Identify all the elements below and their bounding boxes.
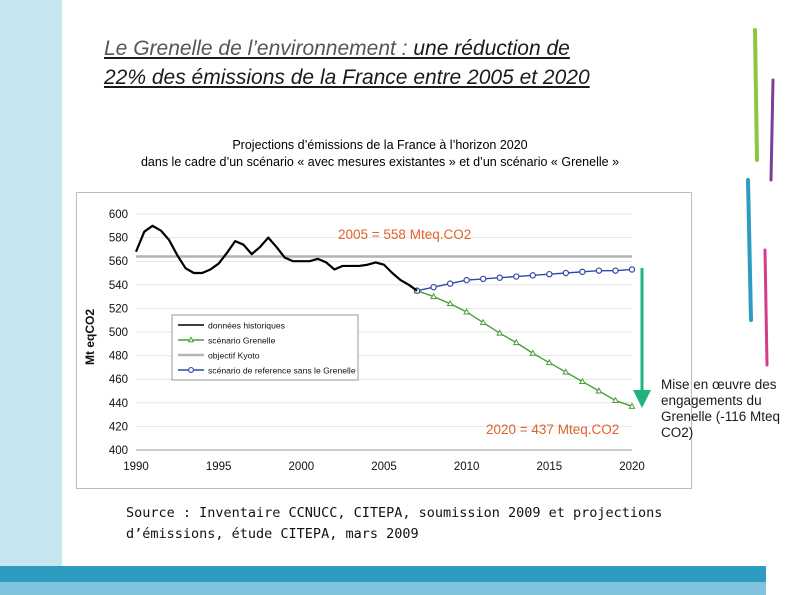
y-tick-label: 440 [109, 398, 128, 410]
grenelle-point [479, 318, 487, 326]
reference-point [513, 273, 520, 280]
subtitle-line1: Projections d’émissions de la France à l… [232, 138, 528, 152]
reference-point [628, 266, 636, 273]
title-part2: une réduction de [413, 37, 570, 60]
grenelle-note: Mise en œuvre des engagements du Grenell… [661, 377, 781, 440]
x-tick-label: 2005 [371, 461, 397, 473]
title-line2: 22% des émissions de la France entre 200… [104, 66, 590, 89]
reference-point [496, 274, 503, 281]
y-tick-label: 460 [109, 374, 128, 386]
reference-point [480, 275, 487, 283]
legend-label: scénario Grenelle [208, 336, 276, 346]
y-tick-label: 560 [109, 256, 128, 268]
legend-label: données historiques [208, 321, 285, 331]
reduction-arrow [633, 268, 651, 408]
grenelle-point [628, 402, 636, 409]
decorative-lines [746, 28, 775, 367]
y-tick-label: 400 [109, 445, 128, 457]
grenelle-point [595, 387, 603, 394]
legend-marker [187, 336, 195, 343]
bottom-bar-light [0, 582, 794, 595]
y-tick-label: 500 [109, 327, 128, 339]
grenelle-point [430, 292, 438, 300]
bottom-bar [0, 566, 794, 582]
y-tick-label: 600 [109, 209, 128, 221]
y-tick-label: 520 [109, 303, 128, 315]
x-tick-label: 2015 [537, 461, 563, 473]
reference-point [446, 280, 454, 287]
left-decor-band [0, 0, 62, 595]
chart-container: 400 420 440 460 480 500 520 540 560 580 600 1990 199… [76, 192, 692, 489]
reference-point [546, 270, 553, 278]
x-tick-label: 2000 [289, 461, 315, 473]
reference-point [562, 269, 570, 277]
source-text: Source : Inventaire CCNUCC, CITEPA, soum… [126, 505, 663, 542]
legend-marker [188, 367, 194, 373]
reference-point [430, 283, 437, 291]
y-tick-label: 580 [109, 233, 128, 245]
grenelle-point [496, 329, 504, 336]
reference-point [529, 272, 536, 279]
legend-box [171, 314, 359, 381]
grenelle-point [578, 377, 586, 385]
reference-point [463, 276, 470, 284]
grenelle-point [545, 358, 553, 366]
x-tick-label: 2010 [454, 461, 480, 473]
x-tick-label: 2020 [619, 461, 645, 473]
subtitle-line2: dans le cadre d’un scénario « avec mesur… [140, 155, 620, 169]
grenelle-point [512, 338, 520, 346]
grenelle-point [529, 349, 537, 356]
y-axis-label: Mt eqCO2 [83, 309, 97, 365]
reference-point [595, 267, 603, 274]
legend-label: scénario de reference sans le Grenelle [208, 366, 356, 376]
reference-point [612, 267, 619, 274]
grenelle-point [463, 308, 471, 315]
y-tick-label: 420 [109, 421, 128, 433]
legend-label: objectif Kyoto [208, 351, 260, 361]
emissions-chart: 400 420 440 460 480 500 520 540 560 580 600 1990 199… [76, 192, 692, 489]
grenelle-point [612, 396, 619, 403]
chart-legend: données historiques scénario Grenelle obje… [171, 314, 359, 381]
reference-point [579, 268, 586, 276]
annotation-2020: 2020 = 437 Mteq.CO2 [486, 422, 619, 437]
x-tick-label: 1995 [206, 461, 232, 473]
slide-title: Le Grenelle de l’environnement : une réd… [104, 34, 704, 92]
chart-subtitle: Projections d’émissions de la France à l… [80, 137, 680, 171]
x-tick-label: 1990 [123, 461, 149, 473]
annotation-2005: 2005 = 558 Mteq.CO2 [338, 227, 471, 242]
y-tick-label: 540 [109, 280, 128, 292]
title-part1: Le Grenelle de l’environnement : [104, 37, 414, 60]
grenelle-point [446, 299, 454, 307]
series-line-0 [134, 224, 418, 292]
corner-box [766, 566, 794, 595]
y-tick-label: 480 [109, 351, 128, 363]
grenelle-point [562, 368, 570, 375]
